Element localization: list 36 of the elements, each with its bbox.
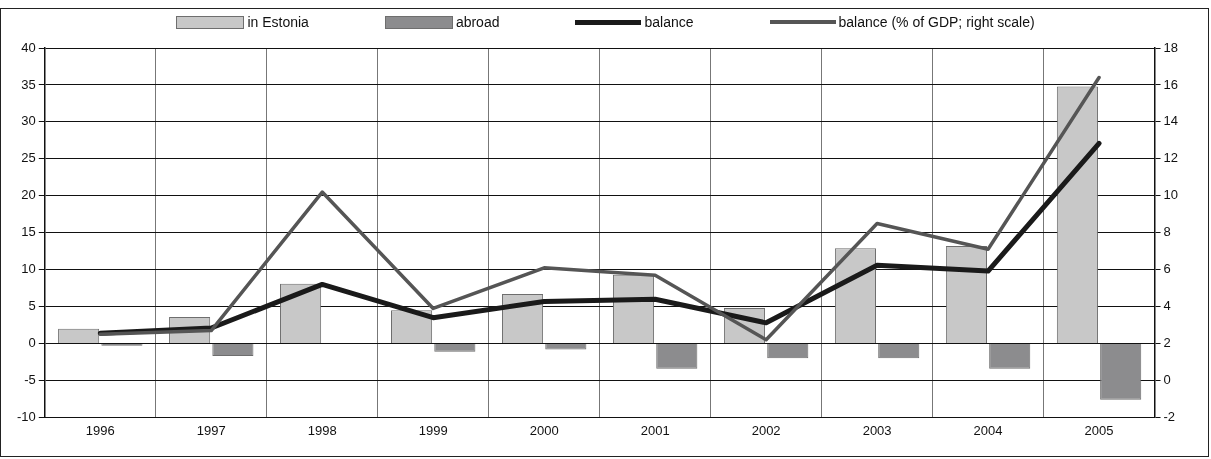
y-tick-label: -10 [16,408,36,424]
y-tick-label: 30 [21,113,36,129]
y-tick-label: 5 [28,298,36,314]
y-tick-label: 20 [21,187,36,203]
legend-label: in Estonia [247,14,309,30]
y-tick-label: 10 [21,261,36,277]
x-tick-label: 1999 [418,422,448,438]
y2-tick-label: 12 [1163,150,1179,166]
y-tick-label: 0 [28,335,36,351]
x-tick-label: 1998 [307,422,337,438]
legend-label: balance [644,14,694,30]
y2-tick-label: 18 [1163,39,1179,55]
y2-tick-label: 14 [1163,113,1179,129]
legend-label: abroad [455,14,500,30]
y2-tick-label: 8 [1163,224,1171,240]
y2-tick-label: -2 [1163,408,1176,424]
x-tick-label: 2000 [529,422,559,438]
x-tick-label: 2005 [1084,422,1114,438]
x-tick-label: 2002 [751,422,781,438]
y2-tick-label: 0 [1163,372,1171,388]
y-tick-label: 35 [21,76,36,92]
y-tick-label: 15 [21,224,36,240]
y2-tick-label: 4 [1163,298,1171,314]
x-tick-label: 1997 [196,422,226,438]
y2-tick-label: 6 [1163,261,1171,277]
y-tick-label: -5 [24,372,36,388]
y-tick-label: 40 [21,39,36,55]
y2-tick-label: 10 [1163,187,1179,203]
legend-label: balance (% of GDP; right scale) [838,14,1035,30]
y2-tick-label: 2 [1163,335,1171,351]
x-tick-label: 2003 [862,422,892,438]
x-tick-label: 2004 [973,422,1003,438]
x-tick-label: 2001 [640,422,670,438]
y-tick-label: 25 [21,150,36,166]
x-tick-label: 1996 [85,422,115,438]
y2-tick-label: 16 [1163,76,1179,92]
